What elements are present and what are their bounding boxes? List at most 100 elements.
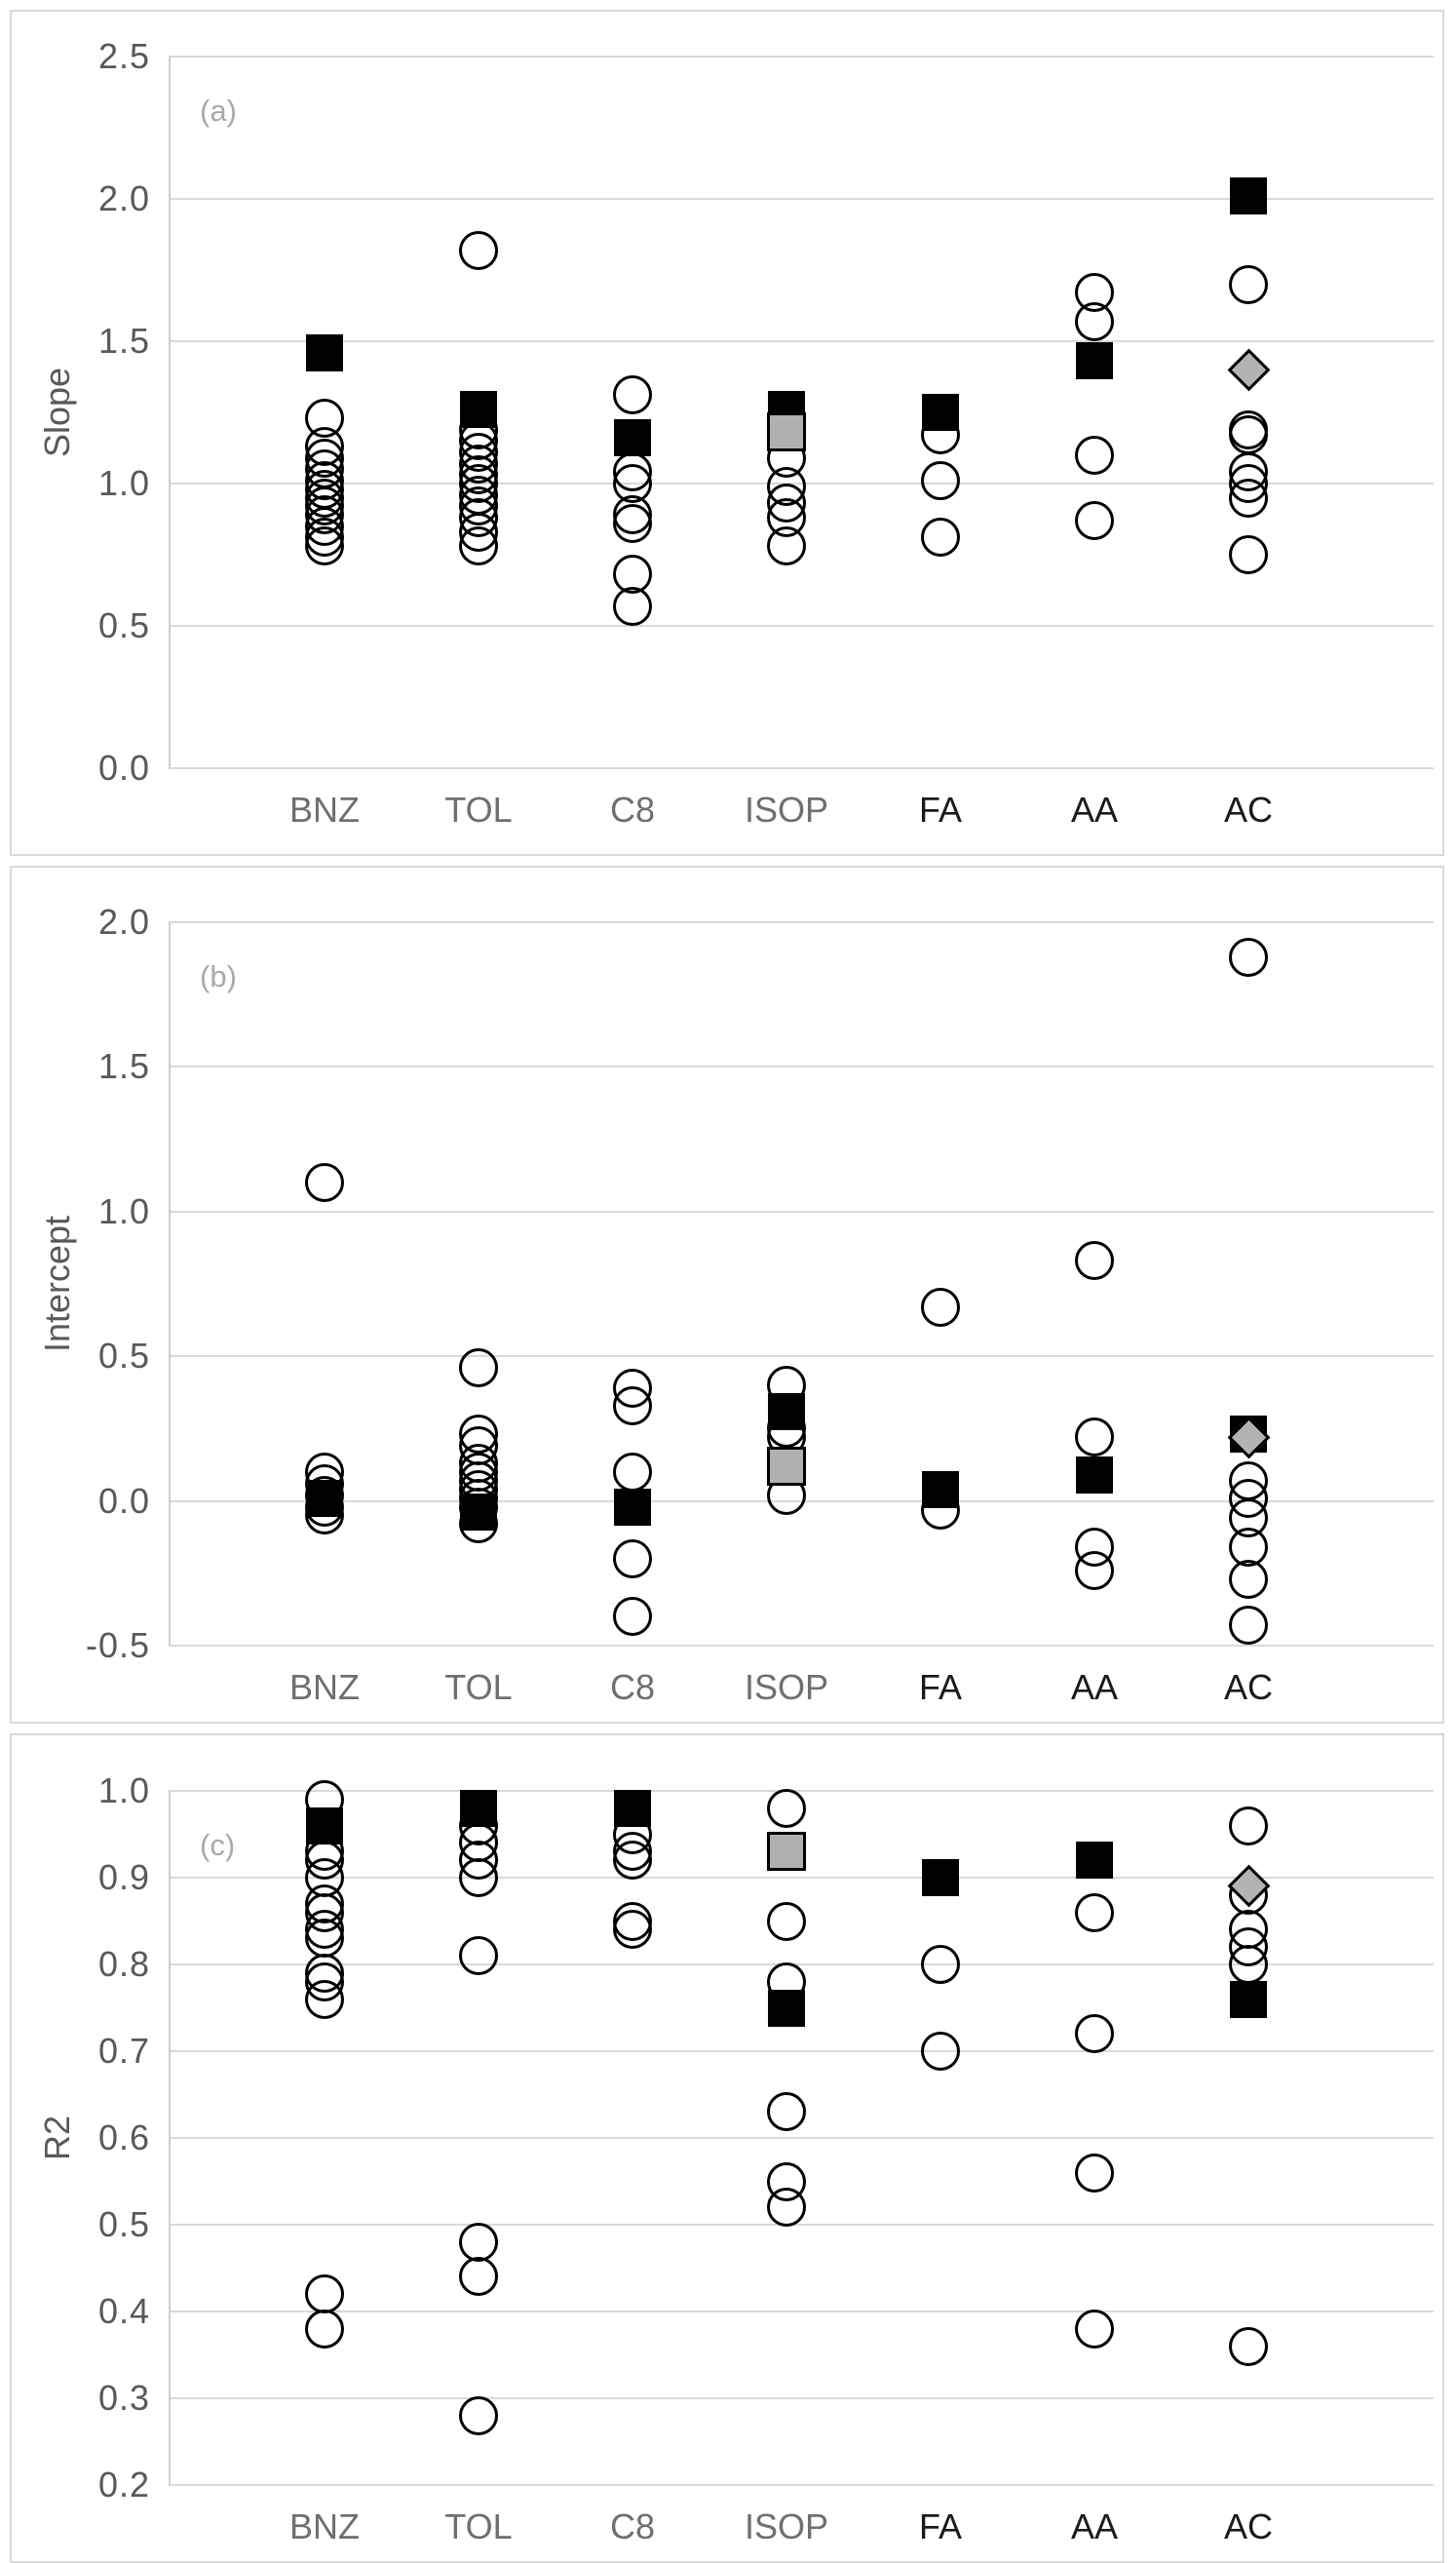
marker-open-circle [459,526,498,566]
marker-open-circle [459,1936,498,1976]
gridline [169,921,1434,923]
y-tick-label: 0.8 [97,1944,150,1984]
marker-black-square [1230,1980,1267,2018]
marker-open-circle [1229,1606,1268,1646]
y-tick-label: 0.6 [97,2117,150,2157]
marker-open-circle [1229,2326,1268,2366]
marker-open-circle [1075,1417,1114,1457]
x-category-label: AA [1070,1667,1119,1707]
gridline [169,2224,1434,2226]
marker-black-square [1230,177,1267,215]
marker-open-circle [305,2309,344,2349]
marker-open-circle [305,1919,344,1959]
marker-black-square [306,333,343,371]
marker-black-square [306,1806,343,1845]
y-tick-label: 1.5 [97,321,150,361]
x-category-label: ISOP [744,790,829,830]
gridline [169,1790,1434,1792]
gridline [169,767,1434,769]
marker-black-square [460,1494,497,1532]
panel-c: (c) R2 1.0 0.9 0.8 0.7 0.6 0.5 0.4 0.3 0.2 BNZ TOL… [10,1733,1444,2563]
y-tick-label: 0.5 [97,1336,150,1377]
marker-open-circle [921,518,960,558]
x-category-label: ISOP [744,1667,829,1707]
x-category-label: C8 [609,2506,656,2546]
gridline [169,2137,1434,2139]
marker-open-circle [459,2257,498,2297]
y-tick-label: 0.0 [97,748,150,788]
marker-open-circle [613,503,652,543]
gridline [169,1963,1434,1965]
panel-a: (a) Slope 2.5 2.0 1.5 1.0 0.5 0.0 BNZ TOL C8 ISOP… [10,10,1444,856]
y-tick-label: 2.0 [97,902,150,942]
x-category-label: BNZ [289,2506,360,2546]
marker-open-circle [305,2274,344,2314]
marker-open-circle [459,2395,498,2435]
gridline [169,1645,1434,1647]
gridline [169,2484,1434,2486]
gridline [169,1877,1434,1879]
y-tick-label: 2.0 [97,178,150,218]
marker-open-circle [767,526,806,566]
marker-black-square [1076,1456,1113,1494]
gridline [169,340,1434,342]
marker-open-circle [1075,2309,1114,2349]
marker-black-square [768,1392,805,1430]
marker-gray-square [767,1832,806,1872]
marker-open-circle [1075,301,1114,341]
marker-open-circle [459,2222,498,2262]
marker-open-circle [305,526,344,566]
marker-open-circle [1075,435,1114,475]
x-category-label: AC [1223,1667,1273,1707]
y-axis-line [169,922,171,1646]
y-tick-label: 0.2 [97,2465,150,2505]
marker-open-circle [613,586,652,626]
marker-black-square [768,1989,805,2027]
marker-black-square [1076,342,1113,380]
gridline [169,1210,1434,1213]
panel-b: (b) Intercept 2.0 1.5 1.0 0.5 0.0 -0.5 BNZ TOL C… [10,866,1444,1724]
marker-black-square [922,394,959,431]
y-tick-label: 2.5 [97,36,150,76]
marker-black-square [614,419,651,457]
marker-open-circle [613,1910,652,1950]
y-tick-label: 0.7 [97,2031,150,2071]
gridline [169,2050,1434,2052]
marker-open-circle [1229,264,1268,304]
gridline [169,2311,1434,2312]
x-category-label: FA [918,2506,962,2546]
x-category-label: C8 [609,790,656,830]
marker-open-circle [459,230,498,270]
marker-open-circle [1229,1559,1268,1599]
marker-black-square [922,1470,959,1508]
y-tick-label: 1.5 [97,1046,150,1087]
marker-black-square [1076,1842,1113,1880]
marker-open-circle [613,1538,652,1578]
x-category-label: TOL [444,790,513,830]
marker-open-circle [459,1858,498,1897]
marker-open-circle [921,1287,960,1327]
panel-a-label: (a) [200,94,237,128]
marker-open-circle [1075,2014,1114,2054]
x-category-label: BNZ [289,1667,360,1707]
panel-a-y-axis-title: Slope [37,367,77,458]
marker-open-circle [1229,478,1268,518]
marker-black-square [614,1789,651,1827]
marker-open-circle [1229,1945,1268,1984]
marker-open-circle [1075,1550,1114,1590]
marker-black-square [460,1789,497,1827]
y-axis-line [169,1791,171,2485]
y-axis-line [169,57,171,768]
marker-open-circle [305,1163,344,1203]
marker-open-circle [767,1901,806,1941]
marker-gray-square [767,1446,806,1486]
marker-open-circle [1229,1806,1268,1845]
marker-open-circle [305,1979,344,2019]
y-tick-label: 1.0 [97,1770,150,1810]
marker-open-circle [1229,415,1268,455]
marker-gray-diamond [1227,348,1270,392]
x-category-label: BNZ [289,790,360,830]
marker-black-square [922,1859,959,1896]
x-category-label: FA [918,1667,962,1707]
marker-open-circle [767,1788,806,1828]
